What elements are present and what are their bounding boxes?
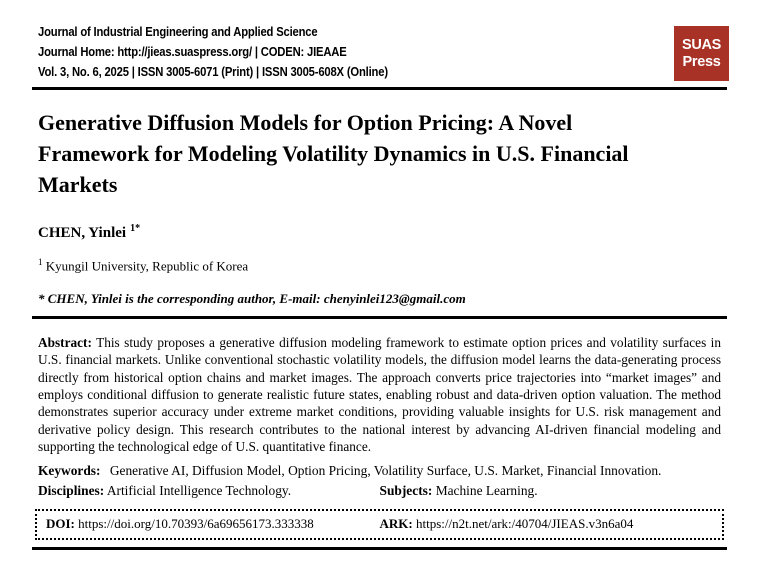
section-divider (32, 316, 727, 319)
logo-line-1: SUAS (681, 37, 722, 53)
abstract-paragraph: Abstract: This study proposes a generati… (38, 334, 721, 456)
affiliation-line: 1 Kyungil University, Republic of Korea (38, 257, 721, 274)
subjects-text: Machine Learning. (435, 482, 538, 498)
journal-name: Journal of Industrial Engineering and Ap… (38, 25, 318, 39)
keywords-text: Generative AI, Diffusion Model, Option P… (109, 462, 662, 478)
ark-value: https://n2t.net/ark:/40704/JIEAS.v3n6a04 (415, 515, 634, 531)
disciplines-label: Disciplines: (38, 482, 105, 498)
doi-item: DOI: https://doi.org/10.70393/6a69656173… (46, 516, 380, 532)
doi-value: https://doi.org/10.70393/6a69656173.3333… (78, 515, 314, 531)
journal-header: Journal of Industrial Engineering and Ap… (38, 22, 729, 82)
ark-item: ARK: https://n2t.net/ark:/40704/JIEAS.v3… (380, 516, 714, 532)
subjects-item: Subjects: Machine Learning. (380, 483, 722, 499)
disciplines-subjects-row: Disciplines: Artificial Intelligence Tec… (38, 483, 721, 499)
affiliation-superscript: 1 (38, 257, 43, 267)
identifier-box: DOI: https://doi.org/10.70393/6a69656173… (35, 508, 724, 540)
suas-press-logo: SUAS Press (674, 26, 729, 81)
affiliation-text: Kyungil University, Republic of Korea (45, 258, 249, 274)
ark-label: ARK: (379, 515, 413, 531)
corresponding-author-note: * CHEN, Yinlei is the corresponding auth… (38, 291, 466, 307)
author-superscript: 1* (130, 223, 141, 234)
footer-divider (32, 546, 727, 550)
abstract-label: Abstract: (38, 334, 92, 350)
keywords-label: Keywords: (38, 462, 101, 478)
author-name: CHEN, Yinlei (38, 225, 127, 241)
disciplines-item: Disciplines: Artificial Intelligence Tec… (38, 483, 380, 499)
abstract-text: This study proposes a generative diffusi… (38, 334, 721, 455)
author-line: CHEN, Yinlei 1* (38, 223, 721, 242)
article-title: Generative Diffusion Models for Option P… (38, 110, 629, 197)
subjects-label: Subjects: (379, 482, 433, 498)
journal-home-line: Journal Home: http://jieas.suaspress.org… (38, 45, 347, 59)
disciplines-text: Artificial Intelligence Technology. (106, 482, 292, 498)
journal-issue-line: Vol. 3, No. 6, 2025 | ISSN 3005-6071 (Pr… (38, 65, 388, 79)
logo-line-2: Press (682, 53, 721, 70)
header-divider (32, 87, 727, 90)
keywords-line: Keywords: Generative AI, Diffusion Model… (38, 463, 721, 479)
doi-label: DOI: (46, 515, 75, 531)
